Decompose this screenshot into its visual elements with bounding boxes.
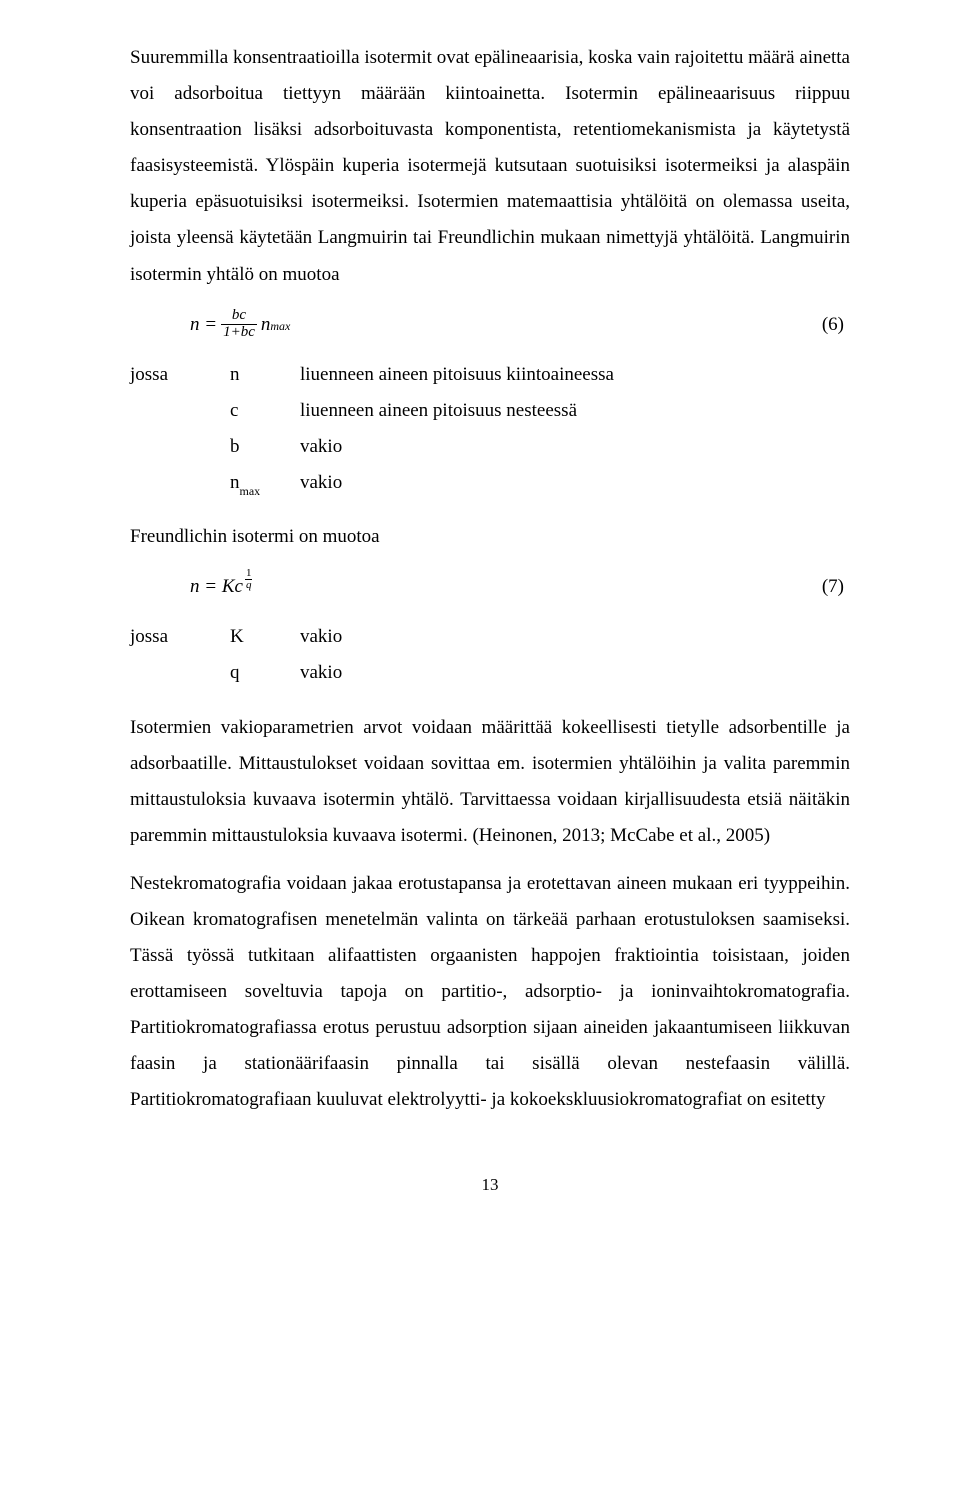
page: Suuremmilla konsentraatioilla isotermit … [0,0,960,1498]
def1-sym-0: n [230,357,300,393]
paragraph-2: Freundlichin isotermi on muotoa [130,519,850,555]
def2-desc-1: vakio [300,655,850,691]
def2-row-1: q vakio [130,655,850,691]
page-number: 13 [130,1169,850,1201]
def1-sym-1: c [230,393,300,429]
eq6-frac-num: bc [230,308,248,324]
def1-desc-0: liuenneen aineen pitoisuus kiintoaineess… [300,357,850,393]
eq6-number: (6) [822,307,850,343]
paragraph-3: Isotermien vakioparametrien arvot voidaa… [130,710,850,854]
equation-6: n = bc 1+bc nmax (6) [190,307,850,343]
def1-sym-3-base: n [230,472,240,493]
def2-sym-0: K [230,619,300,655]
def1-empty-1 [130,393,230,429]
def1-desc-1: liuenneen aineen pitoisuus nesteessä [300,393,850,429]
eq7-number: (7) [822,569,850,605]
paragraph-1: Suuremmilla konsentraatioilla isotermit … [130,40,850,293]
paragraph-4: Nestekromatografia voidaan jakaa erotust… [130,866,850,1119]
def2-desc-0: vakio [300,619,850,655]
eq7-sup-num: 1 [245,568,253,579]
definitions-1: jossa n liuenneen aineen pitoisuus kiint… [130,357,850,501]
def2-row-0: jossa K vakio [130,619,850,655]
eq6-tail-sub: max [270,315,290,338]
def1-row-2: b vakio [130,429,850,465]
def2-lead: jossa [130,619,230,655]
def2-empty-1 [130,655,230,691]
eq6-fraction: bc 1+bc [221,308,257,341]
def1-row-0: jossa n liuenneen aineen pitoisuus kiint… [130,357,850,393]
equation-6-body: n = bc 1+bc nmax [190,307,290,343]
def1-row-3: nmax vakio [130,465,850,501]
def2-sym-1: q [230,655,300,691]
equation-7-body: n = Kc 1 q [190,569,252,605]
equation-7: n = Kc 1 q (7) [190,569,850,605]
eq6-frac-den: 1+bc [221,324,257,341]
def1-sym-3-sub: max [240,484,261,498]
definitions-2: jossa K vakio q vakio [130,619,850,691]
def1-sym-3: nmax [230,465,300,501]
eq7-superscript-fraction: 1 q [245,568,253,591]
eq7-sup-den: q [245,579,253,591]
def1-sym-2: b [230,429,300,465]
eq7-lhs: n = Kc [190,569,243,605]
def1-desc-3: vakio [300,465,850,501]
eq6-tail-base: n [261,307,271,343]
def1-empty-2 [130,429,230,465]
eq6-lhs: n = [190,307,217,343]
def1-desc-2: vakio [300,429,850,465]
def1-row-1: c liuenneen aineen pitoisuus nesteessä [130,393,850,429]
def1-lead: jossa [130,357,230,393]
def1-empty-3 [130,465,230,501]
